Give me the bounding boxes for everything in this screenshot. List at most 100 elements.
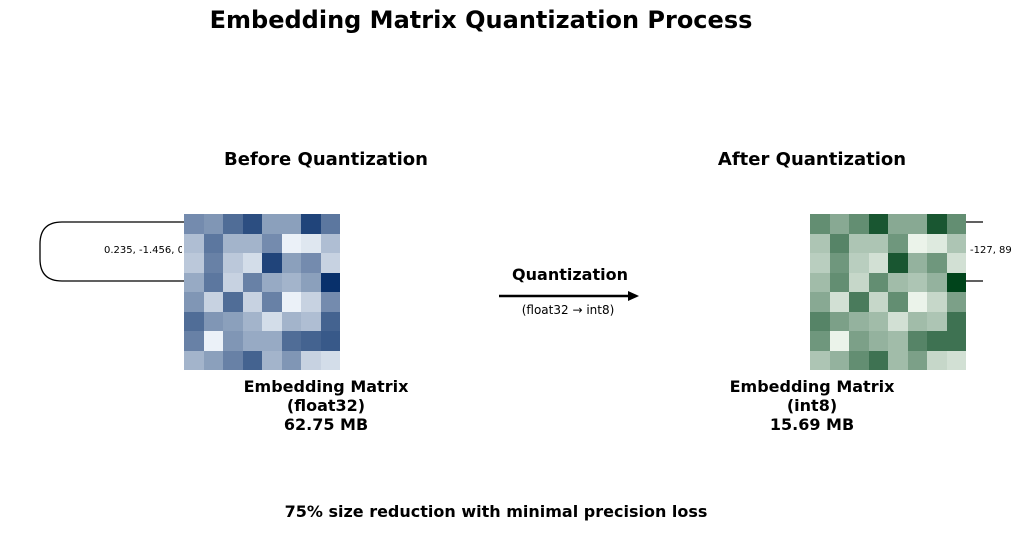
matrix-cell bbox=[262, 292, 282, 312]
matrix-cell bbox=[868, 253, 888, 273]
matrix-cell bbox=[281, 350, 301, 370]
matrix-cell bbox=[868, 214, 888, 234]
matrix-cell bbox=[320, 350, 340, 370]
matrix-cell bbox=[242, 253, 262, 273]
matrix-cell bbox=[320, 331, 340, 351]
matrix-cell bbox=[203, 292, 223, 312]
matrix-cell bbox=[927, 272, 947, 292]
matrix-cell bbox=[927, 331, 947, 351]
matrix-cell bbox=[281, 253, 301, 273]
matrix-cell bbox=[203, 311, 223, 331]
matrix-cell bbox=[203, 331, 223, 351]
matrix-cell bbox=[888, 233, 908, 253]
matrix-cell bbox=[281, 272, 301, 292]
matrix-cell bbox=[946, 214, 966, 234]
matrix-cell bbox=[946, 331, 966, 351]
matrix-cell bbox=[301, 253, 321, 273]
matrix-cell bbox=[946, 350, 966, 370]
matrix-cell bbox=[281, 233, 301, 253]
left-callout-bracket bbox=[39, 221, 184, 282]
arrow-sublabel: (float32 → int8) bbox=[521, 303, 615, 317]
matrix-cell bbox=[184, 272, 204, 292]
matrix-cell bbox=[868, 311, 888, 331]
matrix-cell bbox=[242, 331, 262, 351]
before-heading: Before Quantization bbox=[224, 149, 428, 170]
matrix-cell bbox=[868, 292, 888, 312]
matrix-cell bbox=[829, 214, 849, 234]
matrix-cell bbox=[301, 272, 321, 292]
matrix-cell bbox=[203, 350, 223, 370]
matrix-cell bbox=[810, 311, 830, 331]
footer-note: 75% size reduction with minimal precisio… bbox=[284, 502, 708, 521]
matrix-cell bbox=[320, 233, 340, 253]
matrix-cell bbox=[907, 253, 927, 273]
matrix-cell bbox=[927, 292, 947, 312]
matrix-cell bbox=[320, 272, 340, 292]
matrix-cell bbox=[320, 311, 340, 331]
matrix-cell bbox=[184, 311, 204, 331]
matrix-cell bbox=[242, 233, 262, 253]
matrix-cell bbox=[281, 292, 301, 312]
matrix-cell bbox=[301, 292, 321, 312]
matrix-cell bbox=[907, 311, 927, 331]
matrix-cell bbox=[829, 311, 849, 331]
matrix-cell bbox=[262, 253, 282, 273]
matrix-cell bbox=[829, 272, 849, 292]
matrix-cell bbox=[184, 253, 204, 273]
before-caption-line2: (float32) bbox=[286, 396, 366, 415]
matrix-cell bbox=[907, 350, 927, 370]
matrix-cell bbox=[281, 331, 301, 351]
matrix-cell bbox=[927, 253, 947, 273]
matrix-cell bbox=[829, 292, 849, 312]
matrix-cell bbox=[810, 350, 830, 370]
matrix-cell bbox=[946, 253, 966, 273]
matrix-cell bbox=[242, 350, 262, 370]
matrix-cell bbox=[184, 214, 204, 234]
matrix-cell bbox=[301, 311, 321, 331]
matrix-cell bbox=[281, 214, 301, 234]
matrix-cell bbox=[888, 214, 908, 234]
matrix-cell bbox=[849, 311, 869, 331]
matrix-cell bbox=[301, 214, 321, 234]
matrix-cell bbox=[868, 331, 888, 351]
matrix-cell bbox=[184, 292, 204, 312]
int8-sample-values: -127, 89 bbox=[970, 245, 1012, 256]
matrix-cell bbox=[223, 292, 243, 312]
matrix-cell bbox=[203, 214, 223, 234]
matrix-cell bbox=[907, 292, 927, 312]
float32-matrix-heatmap bbox=[184, 214, 340, 370]
matrix-cell bbox=[262, 311, 282, 331]
matrix-cell bbox=[301, 331, 321, 351]
matrix-cell bbox=[868, 233, 888, 253]
matrix-cell bbox=[829, 350, 849, 370]
matrix-cell bbox=[810, 233, 830, 253]
matrix-cell bbox=[907, 214, 927, 234]
matrix-cell bbox=[810, 292, 830, 312]
matrix-cell bbox=[203, 233, 223, 253]
matrix-cell bbox=[888, 292, 908, 312]
matrix-cell bbox=[320, 292, 340, 312]
arrow-label: Quantization bbox=[512, 265, 628, 284]
matrix-cell bbox=[868, 272, 888, 292]
matrix-cell bbox=[810, 331, 830, 351]
matrix-cell bbox=[907, 272, 927, 292]
matrix-cell bbox=[242, 292, 262, 312]
matrix-cell bbox=[888, 350, 908, 370]
matrix-cell bbox=[242, 214, 262, 234]
matrix-cell bbox=[907, 331, 927, 351]
matrix-cell bbox=[946, 311, 966, 331]
matrix-cell bbox=[849, 253, 869, 273]
after-caption-line2: (int8) bbox=[786, 396, 838, 415]
matrix-cell bbox=[262, 350, 282, 370]
matrix-cell bbox=[203, 272, 223, 292]
int8-matrix-heatmap bbox=[810, 214, 966, 370]
matrix-cell bbox=[946, 233, 966, 253]
matrix-cell bbox=[849, 272, 869, 292]
matrix-cell bbox=[184, 331, 204, 351]
matrix-cell bbox=[927, 350, 947, 370]
matrix-cell bbox=[868, 350, 888, 370]
after-heading: After Quantization bbox=[717, 149, 907, 170]
matrix-cell bbox=[829, 331, 849, 351]
matrix-cell bbox=[184, 350, 204, 370]
matrix-cell bbox=[262, 331, 282, 351]
